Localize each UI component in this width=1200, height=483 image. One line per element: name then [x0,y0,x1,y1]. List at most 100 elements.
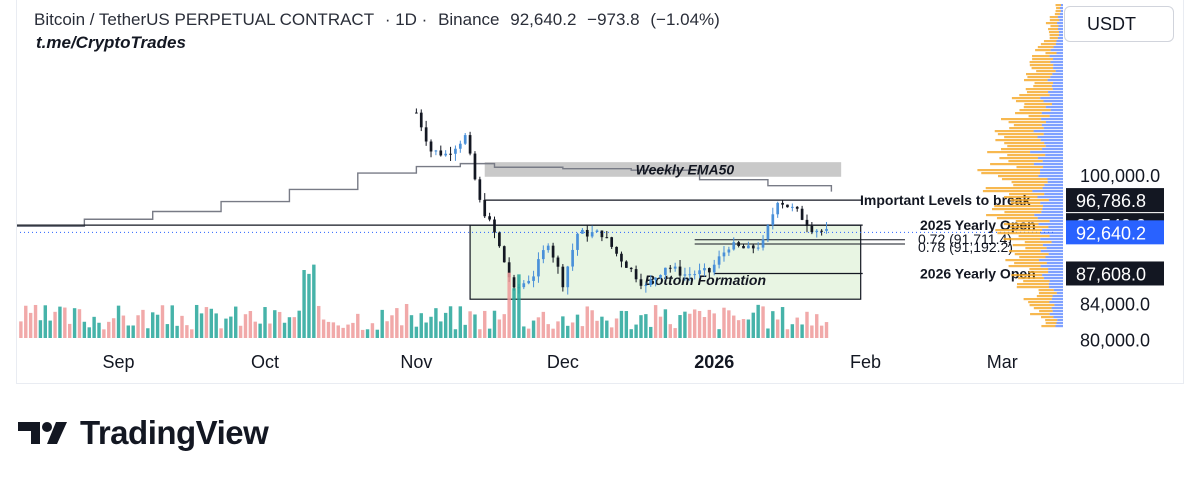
volume-bar [48,320,52,338]
tradingview-logo[interactable]: TradingView [18,414,269,452]
volume-bar [673,328,677,338]
volume-profile-bar [1059,34,1063,37]
fib-label: 0.78 (91,192.2) [918,239,1013,255]
candle [825,228,828,231]
volume-bar [68,323,72,338]
volume-profile-bar [1040,238,1063,241]
volume-profile-bar [1032,58,1054,61]
volume-profile-bar [1024,79,1048,82]
volume-profile-bar [1005,259,1040,262]
volume-profile-bar [1049,235,1063,238]
volume-bar [248,311,253,338]
candle [444,153,448,156]
x-tick-label: Nov [400,352,432,372]
volume-profile-bar [1045,256,1063,259]
interval-label[interactable]: · 1D · [384,10,428,29]
volume-profile-bar [1040,202,1063,205]
volume-bar [194,304,199,338]
volume-bar [746,319,751,338]
volume-profile-bar [1060,10,1063,13]
volume-profile-bar [1009,127,1044,130]
volume-profile-bar [1004,142,1045,145]
volume-profile-bar [1045,106,1063,109]
volume-profile-bar [1032,190,1063,193]
volume-profile-bar [1050,25,1059,28]
volume-bar [810,325,814,338]
volume-bar [819,325,824,338]
volume-bar [351,322,355,338]
volume-profile-bar [1056,322,1063,325]
chart-panel[interactable]: Bottom Formation Weekly EMA50 Important Le… [0,0,1200,390]
volume-bar [273,310,277,338]
y-tick-label: 84,000.0 [1080,294,1150,314]
candle [624,261,628,268]
level-label: 2026 Yearly Open [920,265,1036,281]
volume-profile-bar [1041,118,1063,121]
volume-profile-bar [990,163,1034,166]
price-chart[interactable]: Bottom Formation Weekly EMA50 Important Le… [0,0,1200,390]
volume-bar [517,274,521,338]
currency-unit-button[interactable]: USDT [1064,6,1174,42]
candle [424,127,428,142]
volume-profile-bar [1038,292,1057,295]
bottom-formation-zone [469,224,862,300]
volume-bar [751,312,755,338]
volume-profile-bar [1029,304,1055,307]
volume-bar [727,310,731,338]
volume-profile-bar [1044,184,1063,187]
volume-bar [400,325,404,338]
volume-profile-bar [1052,73,1063,76]
volume-profile-bar [1055,325,1063,328]
volume-bar [224,318,228,338]
volume-bar [253,321,257,338]
volume-profile-bar [1055,4,1061,7]
volume-profile-bar [1018,277,1044,280]
volume-profile-bar [1042,148,1063,151]
volume-profile-bar [1031,67,1054,70]
volume-profile-bar [1015,220,1050,223]
volume-bar [356,313,360,338]
y-tick-label: 80,000.0 [1080,330,1150,350]
candle [576,233,579,250]
volume-profile-bar [1014,253,1049,256]
volume-profile-bar [1058,28,1063,31]
x-tick-label: Mar [987,352,1018,372]
price-label-text: 92,640.2 [1076,223,1146,243]
candle [498,232,501,247]
volume-profile-bar [1053,58,1063,61]
volume-bar [678,315,682,338]
volume-bar [443,312,448,338]
volume-profile-bar [1015,100,1044,103]
candle [493,219,496,233]
volume-profile-bar [996,217,1038,220]
volume-profile-bar [1001,118,1042,121]
volume-profile-bar [1003,223,1039,226]
volume-bar [326,321,331,338]
volume-profile-bar [1025,88,1053,91]
volume-bar [165,324,170,338]
volume-bar [575,314,580,338]
volume-bar [214,313,218,338]
volume-bar [346,324,350,338]
volume-bar [302,270,306,338]
symbol-name[interactable]: Bitcoin / TetherUS PERPETUAL CONTRACT [34,10,375,29]
candle [585,229,589,237]
volume-profile-bar [1013,184,1045,187]
volume-bar [780,307,785,338]
volume-profile-bar [1003,196,1038,199]
volume-profile-bar [1010,202,1041,205]
exchange-label: Binance [438,10,500,29]
candle [683,274,687,276]
candle [703,268,706,271]
volume-profile-bar [1043,166,1063,169]
volume-bar [307,273,311,338]
volume-profile-bar [1041,316,1054,319]
volume-bar [473,314,477,338]
volume-profile-bar [1051,85,1063,88]
volume-profile-bar [1048,271,1063,274]
volume-profile-bar [998,175,1039,178]
volume-profile-bar [1033,163,1063,166]
volume-bar [585,306,589,338]
volume-bar [536,317,541,338]
volume-bar [736,320,741,338]
